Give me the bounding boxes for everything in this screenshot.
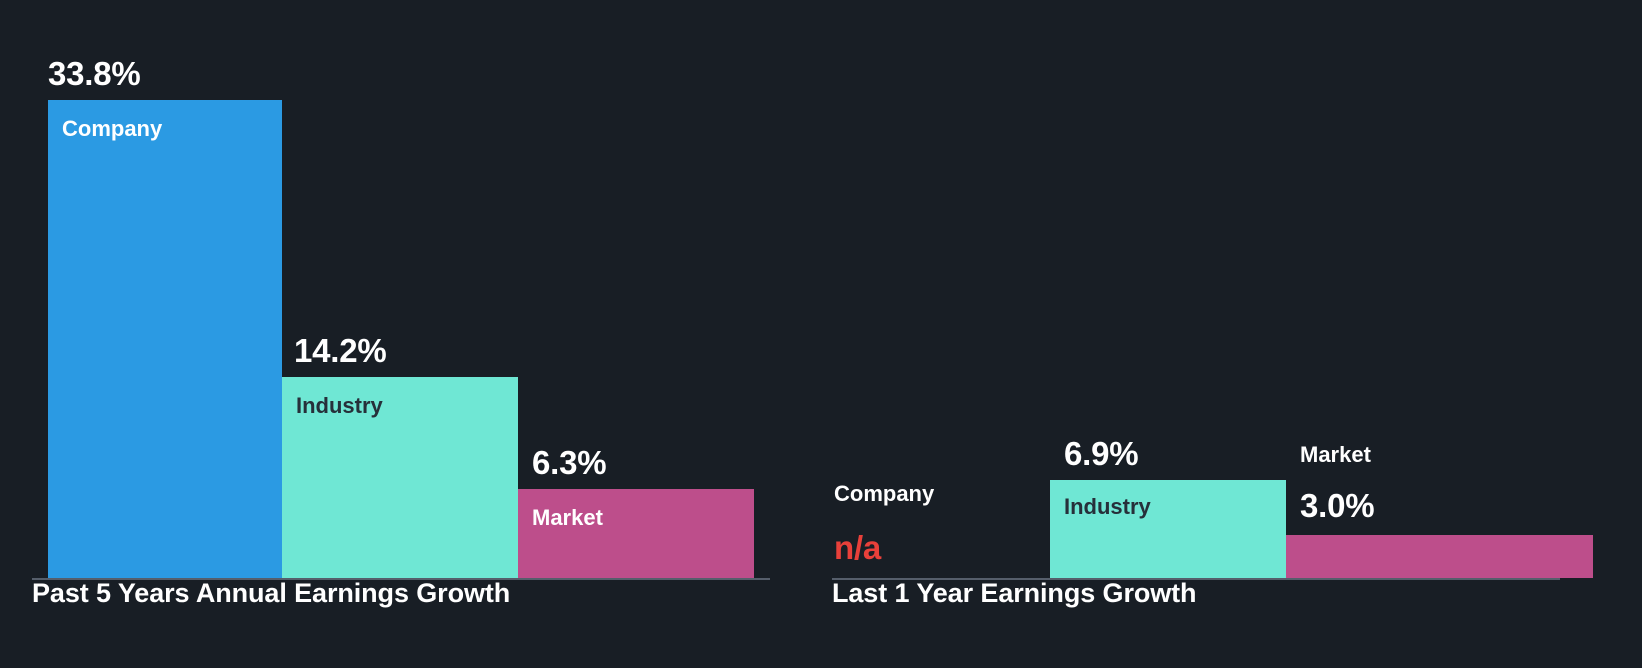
bar-value-company: n/a <box>834 529 882 566</box>
baseline-axis <box>832 578 1560 580</box>
bar-label-company: Company <box>834 481 935 506</box>
bar-industry[interactable]: Industry <box>282 377 518 578</box>
bar-group-company[interactable]: Company n/a <box>832 481 1050 578</box>
bar-label-industry: Industry <box>296 393 383 418</box>
baseline-axis <box>32 578 770 580</box>
bar-market[interactable]: Market <box>518 489 754 578</box>
bar-label-market: Market <box>1300 442 1371 467</box>
bar-label-industry: Industry <box>1064 494 1151 519</box>
bar-value-company: 33.8% <box>48 55 141 92</box>
bar-value-market: 6.3% <box>532 444 607 481</box>
bar-company[interactable]: Company <box>48 100 282 578</box>
bar-label-market: Market <box>532 505 603 530</box>
last-1-year-title: Last 1 Year Earnings Growth <box>832 578 1197 608</box>
last-1-year-panel: Company n/a 6.9% Industry Market 3.0% La… <box>800 0 1642 668</box>
past-5-years-plot-area: 33.8% Company 14.2% Industry 6.3% Market <box>0 0 800 580</box>
past-5-years-title: Past 5 Years Annual Earnings Growth <box>32 578 511 608</box>
bar-group-industry[interactable]: 6.9% Industry <box>1050 435 1286 578</box>
bar-industry[interactable]: Industry <box>1050 480 1286 578</box>
bar-label-company: Company <box>62 116 163 141</box>
bar-market[interactable] <box>1286 535 1593 578</box>
past-5-years-panel: 33.8% Company 14.2% Industry 6.3% Market <box>0 0 800 668</box>
bar-value-market: 3.0% <box>1300 487 1375 524</box>
bar-group-company[interactable]: 33.8% Company <box>48 55 282 578</box>
bar-group-market[interactable]: 6.3% Market <box>518 444 754 578</box>
bar-value-industry: 14.2% <box>294 332 387 369</box>
last-1-year-plot-area: Company n/a 6.9% Industry Market 3.0% <box>800 0 1642 580</box>
bar-group-industry[interactable]: 14.2% Industry <box>282 332 518 578</box>
bar-value-industry: 6.9% <box>1064 435 1139 472</box>
bar-group-market[interactable]: Market 3.0% <box>1286 442 1593 578</box>
